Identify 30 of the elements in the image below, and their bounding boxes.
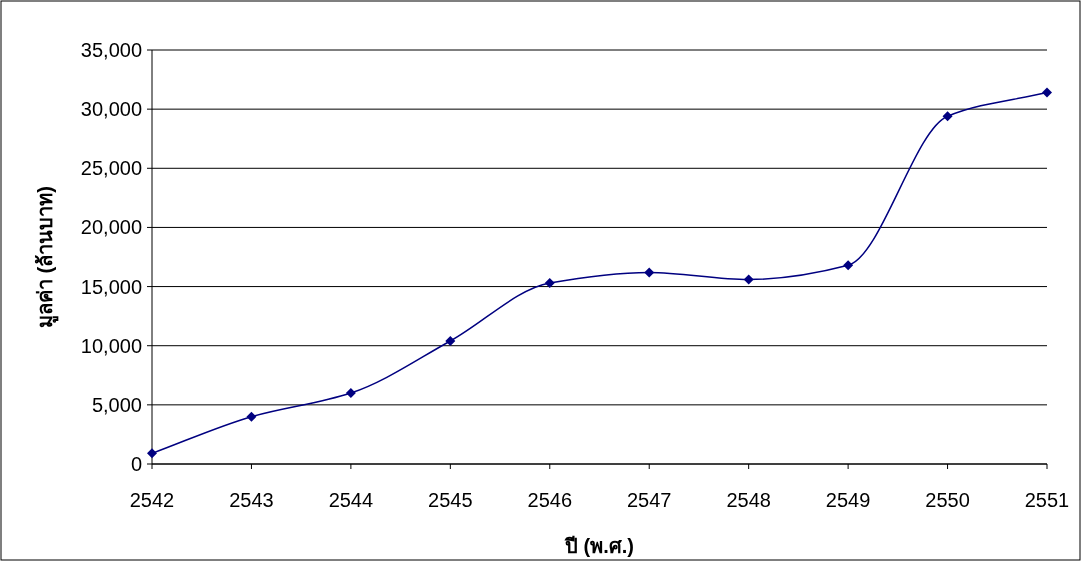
y-tick-label: 5,000 bbox=[91, 393, 142, 416]
x-axis-title: ปี (พ.ศ.) bbox=[564, 535, 634, 557]
x-tick-label: 2542 bbox=[129, 489, 175, 511]
y-axis-title: มูลค่า (ล้านบาท) bbox=[34, 186, 59, 328]
point bbox=[942, 111, 953, 122]
x-tick-label: 2550 bbox=[925, 489, 970, 511]
y-tick-label: 0 bbox=[130, 453, 142, 475]
point bbox=[246, 411, 257, 422]
x-tick-label: 2545 bbox=[428, 489, 473, 511]
x-tick-label: 2544 bbox=[328, 489, 374, 511]
x-tick-label: 2543 bbox=[229, 489, 274, 511]
x-tick-label: 2549 bbox=[825, 489, 871, 511]
x-tick-label: 2551 bbox=[1024, 489, 1070, 511]
x-tick-label: 2548 bbox=[726, 489, 771, 511]
y-tick-label: 15,000 bbox=[80, 275, 142, 298]
y-tick-label: 20,000 bbox=[80, 216, 142, 239]
point bbox=[644, 267, 655, 278]
point bbox=[1042, 87, 1052, 98]
y-tick-label: 10,000 bbox=[80, 334, 142, 357]
x-tick-label: 2546 bbox=[527, 489, 573, 511]
point bbox=[345, 388, 356, 399]
point bbox=[544, 278, 555, 289]
x-tick-label: 2547 bbox=[626, 489, 672, 511]
point bbox=[147, 448, 157, 459]
y-tick-label: 25,000 bbox=[80, 157, 142, 180]
point bbox=[843, 260, 854, 271]
y-tick-label: 30,000 bbox=[80, 98, 142, 121]
point bbox=[445, 335, 456, 346]
point bbox=[743, 274, 754, 285]
y-tick-label: 35,000 bbox=[80, 39, 142, 61]
